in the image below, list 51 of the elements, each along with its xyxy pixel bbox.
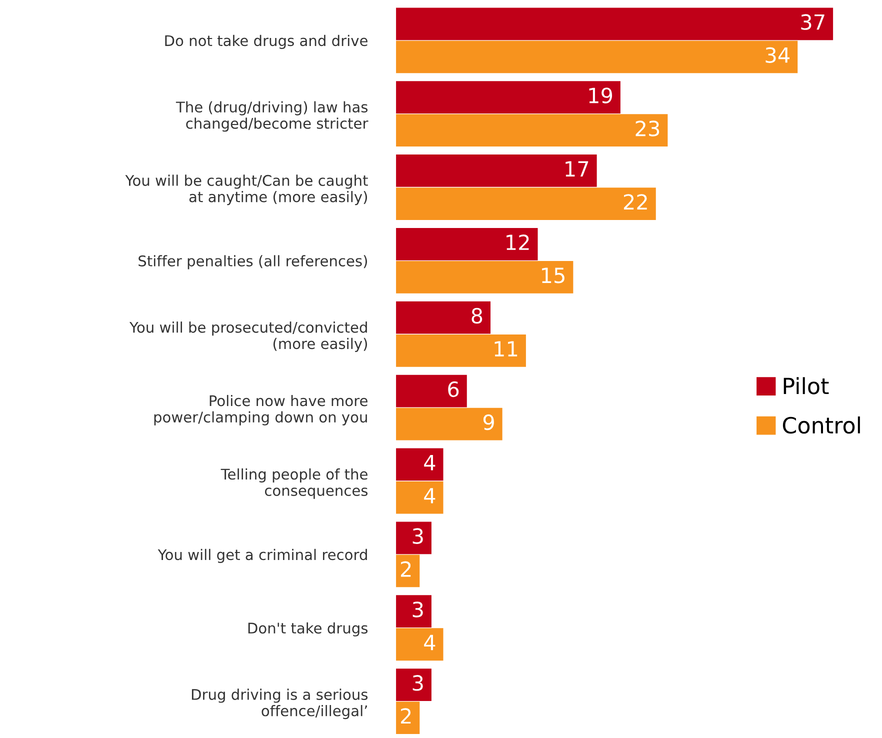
y-tick-label: The (drug/driving) law has changed/become stricter xyxy=(176,101,368,132)
data-label: 2 xyxy=(400,708,411,724)
bar xyxy=(396,81,620,114)
bar xyxy=(396,448,444,481)
bar xyxy=(396,114,668,147)
bar xyxy=(396,628,444,661)
y-tick-label: Drug driving is a serious offence/illegal’ xyxy=(192,688,368,720)
data-label: 34 xyxy=(766,47,790,63)
data-label: 3 xyxy=(412,602,423,618)
bar xyxy=(396,154,597,187)
data-label: 19 xyxy=(589,88,612,104)
bar xyxy=(396,301,491,334)
bar xyxy=(396,261,574,294)
bar xyxy=(396,40,798,74)
data-label: 23 xyxy=(636,120,660,136)
bar xyxy=(396,702,420,734)
data-label: 9 xyxy=(483,414,494,430)
data-label: 15 xyxy=(542,268,564,284)
y-tick-label: Don't take drugs xyxy=(248,622,368,636)
y-tick-label: You will be caught/Can be caught at anytime (more easily) xyxy=(125,174,368,206)
y-tick-label: Police now have more power/clamping down on you xyxy=(154,394,368,426)
bar xyxy=(396,8,834,40)
bar xyxy=(396,408,502,440)
bar xyxy=(396,481,444,514)
bar xyxy=(396,334,526,367)
y-tick-label: You will be prosecuted/convicted (more easily) xyxy=(129,322,367,352)
data-label: 37 xyxy=(801,14,824,30)
data-label: 3 xyxy=(412,675,423,691)
bar xyxy=(396,374,467,408)
data-label: 4 xyxy=(424,455,436,470)
data-label: 6 xyxy=(448,381,459,398)
bar xyxy=(396,668,432,701)
data-label: 3 xyxy=(412,528,423,544)
bar xyxy=(396,522,432,554)
bar xyxy=(396,228,538,260)
bar xyxy=(396,188,656,220)
data-label: 11 xyxy=(494,341,518,356)
data-label: 12 xyxy=(506,234,529,250)
y-tick-label: You will get a criminal record xyxy=(158,548,367,563)
bar xyxy=(396,595,432,628)
y-tick-label: Telling people of the consequences xyxy=(220,468,368,499)
data-label: 8 xyxy=(472,308,482,324)
y-tick-label: Do not take drugs and drive xyxy=(165,34,368,49)
data-label: 4 xyxy=(424,488,436,504)
data-label: 22 xyxy=(624,194,647,210)
data-label: 4 xyxy=(424,634,436,650)
y-tick-label: Stiffer penalties (all references) xyxy=(138,255,367,270)
legend-label: Pilot xyxy=(784,377,829,394)
legend-label: Control xyxy=(782,416,860,434)
data-label: 2 xyxy=(400,561,411,577)
data-label: 17 xyxy=(566,161,588,176)
